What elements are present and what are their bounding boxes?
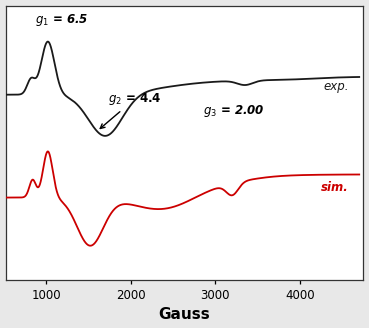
Text: exp.: exp.	[324, 80, 349, 92]
Text: $g_1$ = 6.5: $g_1$ = 6.5	[35, 12, 89, 28]
X-axis label: Gauss: Gauss	[159, 307, 210, 322]
Text: $g_3$ = 2.00: $g_3$ = 2.00	[203, 103, 264, 119]
Text: $g_2$ = 4.4: $g_2$ = 4.4	[100, 91, 161, 129]
Text: sim.: sim.	[321, 181, 349, 194]
